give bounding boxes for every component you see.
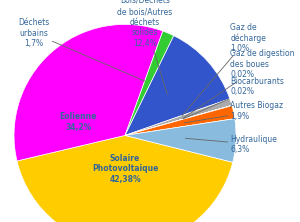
Wedge shape [14, 24, 163, 161]
Text: Déchets
urbains
1,7%: Déchets urbains 1,7% [18, 18, 145, 81]
Text: Gaz de digestion
des boues
0,02%: Gaz de digestion des boues 0,02% [183, 50, 295, 118]
Text: Eolienne
34,2%: Eolienne 34,2% [60, 112, 97, 132]
Wedge shape [125, 105, 232, 135]
Wedge shape [125, 105, 232, 135]
Text: Gaz de
décharge
1,0%: Gaz de décharge 1,0% [182, 23, 266, 116]
Text: Autres Biogaz
1,9%: Autres Biogaz 1,9% [184, 101, 284, 123]
Wedge shape [125, 106, 235, 135]
Text: Hydraulique
6,3%: Hydraulique 6,3% [185, 135, 278, 154]
Wedge shape [17, 135, 233, 222]
Wedge shape [125, 99, 232, 135]
Text: Biocarburants
0,02%: Biocarburants 0,02% [183, 77, 284, 119]
Wedge shape [125, 119, 236, 162]
Text: Bois/Déchets
de bois/Autres
déchets
solides
12,4%: Bois/Déchets de bois/Autres déchets soli… [117, 0, 172, 94]
Wedge shape [125, 36, 230, 135]
Text: Solaire
Photovoltaique
42,38%: Solaire Photovoltaique 42,38% [92, 154, 158, 184]
Wedge shape [125, 31, 174, 135]
